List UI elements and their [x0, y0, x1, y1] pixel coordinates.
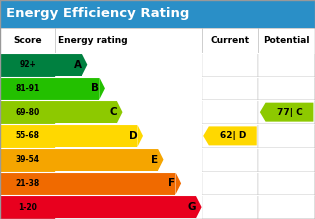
Bar — [0, 124, 55, 148]
Bar — [0, 0, 315, 28]
Bar — [55, 125, 137, 147]
Bar — [0, 195, 55, 219]
Text: E: E — [151, 155, 158, 165]
Text: F: F — [168, 178, 175, 188]
Bar — [55, 171, 202, 195]
Bar — [55, 196, 196, 218]
Text: A: A — [74, 60, 82, 70]
Bar — [258, 100, 315, 124]
Polygon shape — [82, 53, 87, 76]
Bar — [202, 171, 258, 195]
Text: Energy rating: Energy rating — [58, 36, 128, 45]
Bar — [55, 124, 202, 148]
Polygon shape — [137, 125, 143, 147]
Polygon shape — [99, 77, 105, 100]
Bar — [0, 76, 55, 100]
Polygon shape — [158, 148, 163, 171]
Bar — [202, 53, 258, 76]
Text: 77| C: 77| C — [277, 108, 303, 117]
Text: 55-68: 55-68 — [15, 131, 40, 140]
Text: B: B — [91, 83, 100, 93]
Bar — [258, 76, 315, 100]
Polygon shape — [203, 126, 257, 145]
Text: 1-20: 1-20 — [18, 203, 37, 212]
Bar — [258, 195, 315, 219]
Bar — [202, 100, 258, 124]
Text: 92+: 92+ — [19, 60, 36, 69]
Text: Score: Score — [13, 36, 42, 45]
Bar — [55, 76, 202, 100]
Bar — [0, 100, 55, 124]
Text: Current: Current — [210, 36, 249, 45]
Text: 39-54: 39-54 — [15, 155, 40, 164]
Text: 81-91: 81-91 — [15, 84, 40, 93]
Bar — [55, 172, 175, 195]
Bar — [202, 148, 258, 171]
Bar — [258, 148, 315, 171]
Bar — [202, 195, 258, 219]
Text: 69-80: 69-80 — [15, 108, 40, 117]
Bar — [258, 171, 315, 195]
Bar — [202, 124, 258, 148]
Bar — [55, 101, 117, 123]
Text: Energy Efficiency Rating: Energy Efficiency Rating — [6, 7, 189, 20]
Text: D: D — [129, 131, 138, 141]
Bar — [258, 53, 315, 76]
Polygon shape — [196, 196, 202, 218]
Bar — [0, 148, 55, 171]
Polygon shape — [117, 101, 123, 123]
Bar — [0, 28, 315, 53]
Text: 21-38: 21-38 — [15, 179, 40, 188]
Bar — [55, 100, 202, 124]
Bar — [55, 77, 99, 100]
Bar — [0, 53, 55, 76]
Bar — [55, 53, 82, 76]
Bar — [55, 148, 158, 171]
Text: G: G — [188, 202, 196, 212]
Bar — [55, 53, 202, 76]
Polygon shape — [260, 103, 313, 122]
Bar — [0, 171, 55, 195]
Bar — [55, 148, 202, 171]
Polygon shape — [175, 172, 181, 195]
Text: C: C — [109, 107, 117, 117]
Bar — [55, 195, 202, 219]
Bar — [258, 124, 315, 148]
Text: 62| D: 62| D — [220, 131, 246, 140]
Bar — [202, 76, 258, 100]
Text: Potential: Potential — [263, 36, 310, 45]
